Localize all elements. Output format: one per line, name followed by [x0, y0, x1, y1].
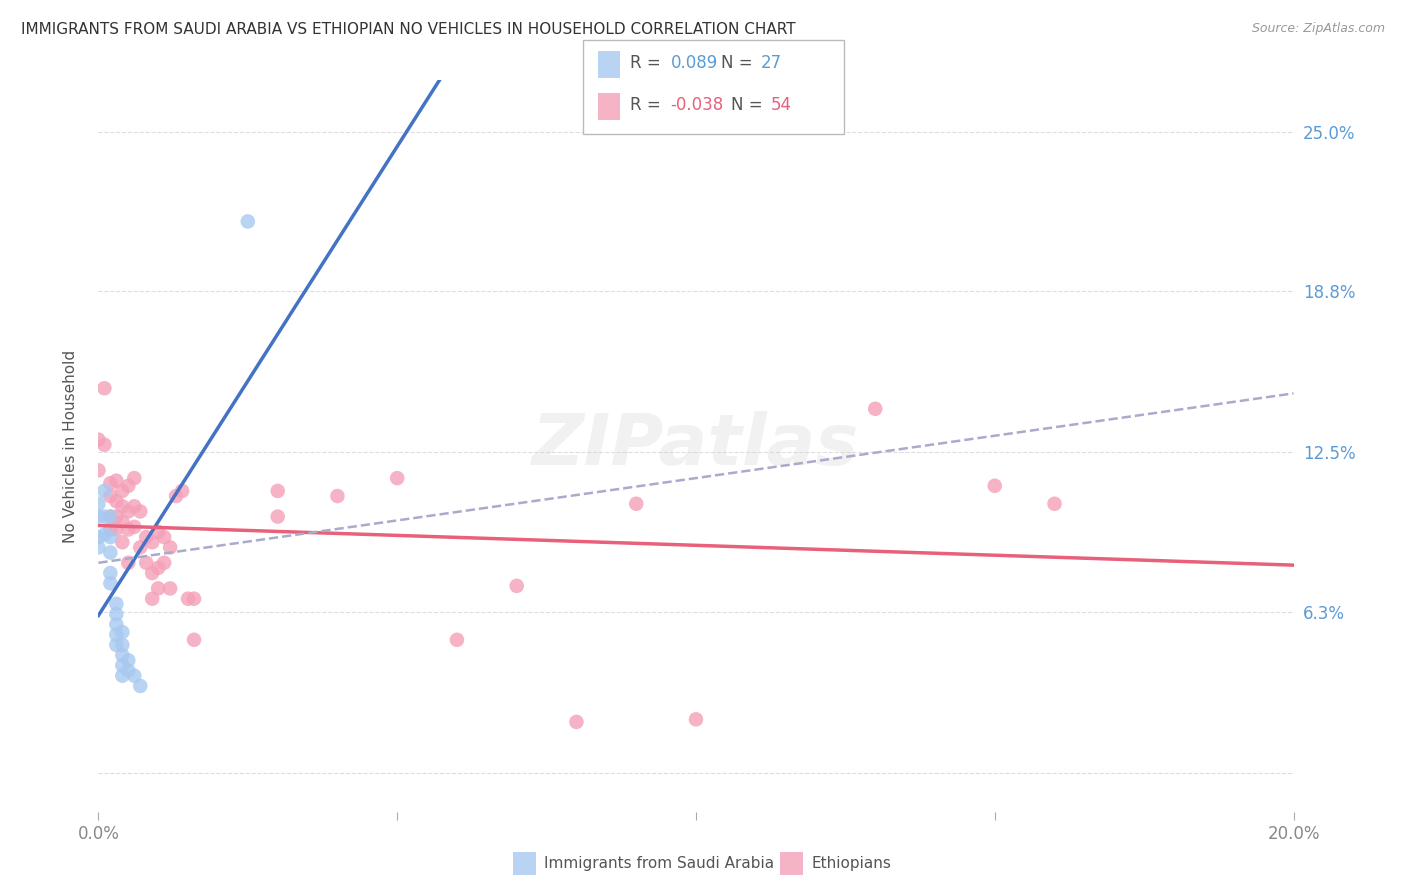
Text: ZIPatlas: ZIPatlas [533, 411, 859, 481]
Point [93, 483, 115, 498]
Text: R =: R = [630, 54, 666, 72]
Point [98, 523, 122, 537]
Point [267, 483, 290, 498]
Point [98, 489, 122, 503]
Point [183, 632, 205, 647]
Point [159, 541, 181, 555]
Point [153, 556, 176, 570]
Point [385, 471, 409, 485]
Point [1043, 497, 1066, 511]
Point [172, 483, 194, 498]
Point [177, 591, 200, 606]
Point [87, 509, 110, 524]
Point [148, 561, 170, 575]
Text: Ethiopians: Ethiopians [811, 856, 891, 871]
Point [98, 509, 122, 524]
Point [117, 664, 139, 678]
Point [153, 530, 176, 544]
Text: R =: R = [630, 96, 666, 114]
Point [111, 648, 134, 662]
Point [124, 520, 146, 534]
Point [105, 474, 128, 488]
Point [984, 479, 1007, 493]
Point [105, 523, 128, 537]
Point [93, 509, 115, 524]
Point [685, 712, 707, 726]
Point [87, 530, 110, 544]
Point [111, 535, 134, 549]
Point [87, 433, 110, 447]
Point [326, 489, 349, 503]
Point [865, 401, 887, 416]
Point [87, 497, 110, 511]
Point [105, 607, 128, 621]
Text: 0.089: 0.089 [671, 54, 718, 72]
Point [93, 527, 115, 541]
Point [98, 576, 122, 591]
Text: IMMIGRANTS FROM SAUDI ARABIA VS ETHIOPIAN NO VEHICLES IN HOUSEHOLD CORRELATION C: IMMIGRANTS FROM SAUDI ARABIA VS ETHIOPIA… [21, 22, 796, 37]
Point [236, 214, 259, 228]
Point [124, 471, 146, 485]
Point [98, 476, 122, 491]
Point [117, 523, 139, 537]
Point [129, 679, 152, 693]
Point [141, 566, 163, 580]
Point [148, 582, 170, 596]
Point [105, 617, 128, 632]
Point [135, 556, 157, 570]
Point [105, 509, 128, 524]
Point [98, 530, 122, 544]
Point [87, 463, 110, 477]
Point [111, 625, 134, 640]
Point [141, 591, 163, 606]
Point [626, 497, 648, 511]
Point [87, 541, 110, 555]
Point [98, 566, 122, 580]
Point [105, 627, 128, 641]
Point [117, 504, 139, 518]
Point [129, 541, 152, 555]
Text: -0.038: -0.038 [671, 96, 724, 114]
Text: 27: 27 [761, 54, 782, 72]
Text: Source: ZipAtlas.com: Source: ZipAtlas.com [1251, 22, 1385, 36]
Text: 54: 54 [770, 96, 792, 114]
Point [117, 479, 139, 493]
Point [565, 714, 588, 729]
Point [111, 658, 134, 673]
Point [111, 638, 134, 652]
Point [117, 556, 139, 570]
Point [148, 524, 170, 539]
Point [124, 669, 146, 683]
Point [105, 494, 128, 508]
Y-axis label: No Vehicles in Household: No Vehicles in Household [63, 350, 77, 542]
Point [267, 509, 290, 524]
Point [183, 591, 205, 606]
Point [98, 509, 122, 524]
Point [117, 653, 139, 667]
Point [105, 597, 128, 611]
Point [111, 483, 134, 498]
Point [165, 489, 187, 503]
Text: Immigrants from Saudi Arabia: Immigrants from Saudi Arabia [544, 856, 775, 871]
Text: N =: N = [731, 96, 768, 114]
Point [93, 438, 115, 452]
Point [124, 500, 146, 514]
Point [446, 632, 468, 647]
Point [135, 530, 157, 544]
Point [111, 500, 134, 514]
Point [105, 638, 128, 652]
Point [93, 381, 115, 395]
Point [159, 582, 181, 596]
Text: N =: N = [721, 54, 758, 72]
Point [111, 515, 134, 529]
Point [111, 669, 134, 683]
Point [141, 535, 163, 549]
Point [129, 504, 152, 518]
Point [506, 579, 529, 593]
Point [98, 545, 122, 559]
